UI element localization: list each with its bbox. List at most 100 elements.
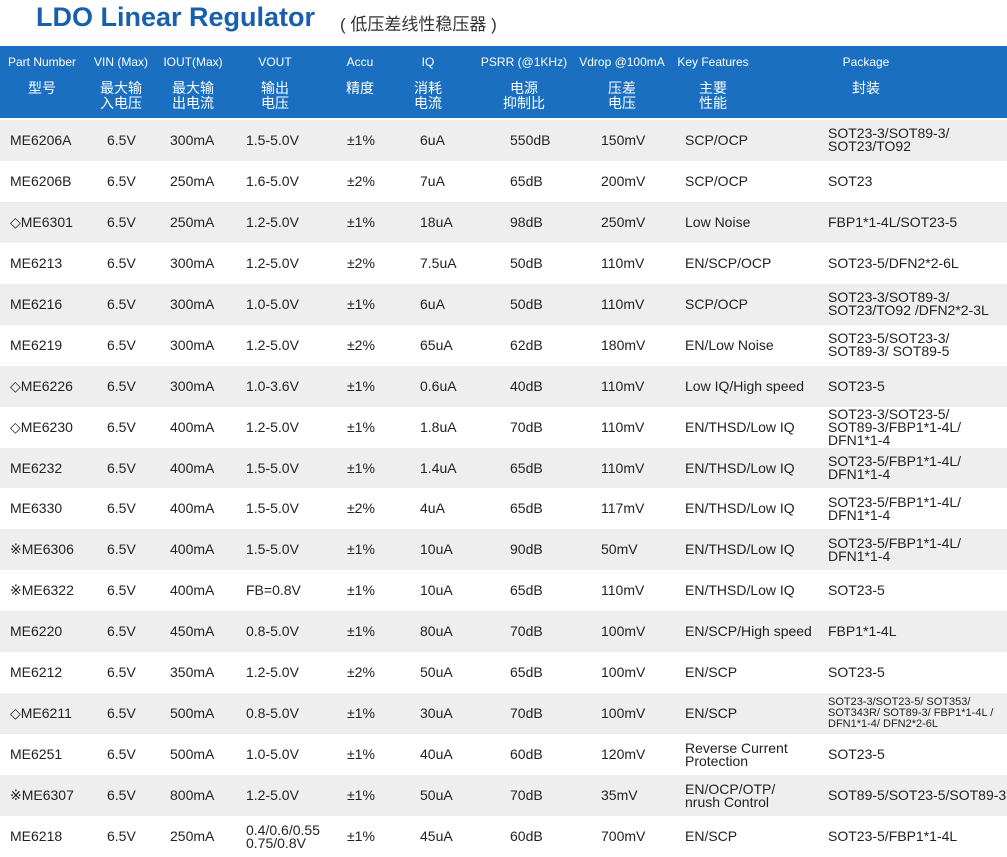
cell-text: ±2% [347, 336, 375, 353]
cell-text: 18uA [420, 213, 453, 230]
cell-text: 1.5-5.0V [246, 459, 299, 476]
cell-text: 400mA [170, 418, 215, 435]
column-title-zh: 主要 [699, 80, 727, 96]
cell-text: 70dB [510, 787, 543, 804]
table-cell: SOT23-5/FBP1*1-4L [828, 816, 957, 857]
table-cell: 1.0-5.0V [246, 284, 299, 325]
cell-line: SOT23-5/FBP1*1-4L/ [828, 493, 962, 510]
cell-text: 6.5V [107, 787, 136, 804]
table-cell: SCP/OCP [685, 284, 748, 325]
cell-line: EN/OCP/OTP/ [685, 780, 776, 797]
cell-text: 40dB [510, 377, 543, 394]
table-cell: EN/THSD/Low IQ [685, 529, 795, 570]
table-cell: 50mV [601, 529, 638, 570]
table-cell: 18uA [420, 202, 453, 243]
table-row: ※ME6322 6.5V 400mA FB=0.8V ±1% 10uA 65dB 110mV E… [0, 570, 1007, 612]
column-header: VIN (Max) [61, 55, 181, 69]
table-cell: 6.5V [107, 489, 136, 530]
column-header-zh: 最大输 出电流 [133, 81, 253, 111]
cell-line: SOT89-3/ SOT89-5 [828, 343, 950, 360]
cell-text: EN/SCP [685, 828, 738, 845]
cell-text: Low Noise [685, 213, 751, 230]
cell-text: EN/THSD/Low IQ [685, 582, 795, 599]
table-cell: 1.5-5.0V [246, 448, 299, 489]
cell-text: 35mV [601, 787, 638, 804]
table-cell: ±2% [347, 489, 375, 530]
cell-line: Protection [685, 752, 749, 769]
cell-text: 1.0-3.6V [246, 377, 299, 394]
table-cell: Low IQ/High speed [685, 366, 804, 407]
cell-line: Reverse Current [685, 739, 788, 756]
cell-text: SOT89-5/SOT23-5/SOT89-3 [828, 787, 1007, 804]
cell-text: FBP1*1-4L/SOT23-5 [828, 213, 958, 230]
table-cell: ±1% [347, 775, 375, 816]
title: LDO Linear Regulator [36, 2, 316, 32]
column-title-zh: 电源 [510, 80, 538, 96]
cell-text: ME6219 [10, 336, 63, 353]
cell-text: ±1% [347, 623, 375, 640]
table-cell: 50dB [510, 284, 543, 325]
cell-text: 500mA [170, 746, 215, 763]
cell-text: 6.5V [107, 541, 136, 558]
table-cell: 0.8-5.0V [246, 611, 299, 652]
column-header: IOUT(Max) [133, 55, 253, 69]
table-cell: 500mA [170, 693, 214, 734]
table-cell: 40dB [510, 366, 543, 407]
table-cell: 45uA [420, 816, 453, 857]
table-row: ◇ME6301 6.5V 250mA 1.2-5.0V ±1% 18uA 98dB 250mV… [0, 201, 1007, 243]
table-cell: 60dB [510, 734, 543, 775]
table-cell: ME6251 [10, 734, 62, 775]
table-cell: 250mA [170, 816, 214, 857]
table-row: ME6218 6.5V 250mA 0.4/0.6/0.55 0.75/0.8V ±1% 4… [0, 816, 1007, 857]
cell-text: 40uA [420, 746, 453, 763]
table-cell: 70dB [510, 407, 543, 448]
column-title: Package [842, 55, 890, 69]
cell-text: 100mV [601, 623, 646, 640]
table-cell: 6.5V [107, 366, 136, 407]
cell-text: 250mA [170, 172, 215, 189]
cell-text: 6.5V [107, 336, 136, 353]
table-cell: EN/THSD/Low IQ [685, 407, 795, 448]
table-cell: 1.2-5.0V [246, 652, 299, 693]
table-cell: 65uA [420, 325, 453, 366]
column-title: Vdrop @100mA [579, 55, 665, 69]
table-cell: 6.5V [107, 611, 136, 652]
column-title-zh: 最大输 [172, 80, 214, 96]
column-title: IOUT(Max) [163, 55, 223, 69]
cell-text: ±1% [347, 746, 375, 763]
cell-text: 62dB [510, 336, 543, 353]
table-cell: SOT23-5/DFN2*2-6L [828, 243, 959, 284]
cell-line: DFN1*1-4 [828, 466, 891, 483]
cell-text: 6.5V [107, 254, 136, 271]
cell-text: EN/Low Noise [685, 336, 774, 353]
column-header-zh: 型号 [0, 81, 102, 96]
cell-text: 110mV [601, 418, 645, 435]
column-title-zh: 精度 [346, 80, 374, 96]
table-cell: 550dB [510, 120, 550, 161]
cell-text: 300mA [170, 254, 215, 271]
cell-text: 110mV [601, 377, 645, 394]
table-cell: 65dB [510, 489, 543, 530]
cell-text: 6.5V [107, 500, 136, 517]
column-header-zh: 消耗 电流 [368, 81, 488, 111]
table-cell: 65dB [510, 448, 543, 489]
table-cell: ±1% [347, 202, 375, 243]
cell-text: ME6206B [10, 172, 72, 189]
column-title-zh: 电压 [608, 95, 636, 111]
cell-text: EN/THSD/Low IQ [685, 500, 795, 517]
cell-text: ◇ME6211 [10, 705, 72, 722]
table-cell: 1.6-5.0V [246, 161, 299, 202]
table-cell: 300mA [170, 284, 214, 325]
table-cell: EN/THSD/Low IQ [685, 489, 795, 530]
table-cell: ±1% [347, 448, 375, 489]
cell-text: ※ME6322 [10, 582, 74, 599]
cell-text: SOT23 [828, 172, 873, 189]
cell-text: 6.5V [107, 705, 136, 722]
table-cell: 6.5V [107, 202, 136, 243]
table-cell: SOT23-3/SOT89-3/SOT23/TO92 /DFN2*2-3L [828, 284, 989, 325]
table-cell: 70dB [510, 693, 543, 734]
table-cell: ±2% [347, 161, 375, 202]
cell-text: 110mV [601, 582, 645, 599]
column-title-zh: 电压 [261, 95, 289, 111]
